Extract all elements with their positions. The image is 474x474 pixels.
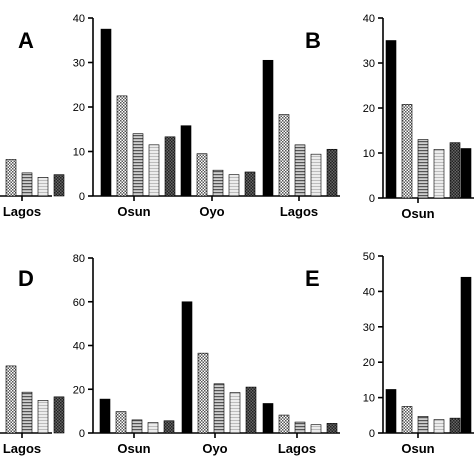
y-tick-label: 30 [73, 58, 85, 70]
panel-b: 0 10 20 30 40 Osun Oyo Lagos [73, 13, 340, 219]
bar-lagos-2 [21, 391, 33, 434]
bar-lagos-3 [294, 144, 306, 197]
bar-oyo-3 [213, 383, 225, 434]
bar-osun-3 [132, 133, 144, 197]
bar-lagos-3 [37, 400, 49, 434]
category-label-lagos: Lagos [3, 441, 41, 456]
panel-a: Lagos [0, 159, 65, 219]
panel-label-b: B [305, 28, 321, 53]
bar-lagos-4 [53, 396, 65, 434]
bar-oyo-1 [460, 276, 472, 434]
bar-oyo-1 [460, 148, 472, 199]
category-label-lagos: Lagos [3, 204, 41, 219]
bar-lagos-5 [326, 148, 338, 197]
category-label-lagos: Lagos [280, 204, 318, 219]
bar-oyo-2 [196, 153, 208, 197]
bar-osun-4 [433, 419, 445, 434]
bar-osun-5 [163, 420, 175, 434]
y-tick-label: 60 [73, 297, 85, 309]
y-tick-label: 30 [363, 322, 375, 334]
bar-osun-5 [164, 136, 176, 197]
y-tick-label: 40 [73, 13, 85, 25]
bar-lagos-3 [37, 177, 49, 197]
y-tick-label: 40 [73, 341, 85, 353]
category-label-oyo: Oyo [199, 204, 224, 219]
category-label-osun: Osun [401, 206, 434, 221]
bar-osun-4 [148, 144, 160, 197]
y-tick-label: 10 [363, 393, 375, 405]
bar-osun-1 [385, 40, 397, 199]
category-label-osun: Osun [117, 204, 150, 219]
category-label-lagos: Lagos [278, 441, 316, 456]
y-tick-label: 10 [73, 147, 85, 159]
panel-label-a: A [18, 28, 34, 53]
bar-osun-3 [131, 419, 143, 434]
bar-osun-1 [385, 389, 397, 434]
panel-c: 0 10 20 30 40 Osun [363, 13, 474, 221]
panel-label-e: E [305, 266, 320, 291]
y-tick-label: 10 [363, 148, 375, 160]
y-tick-label: 50 [363, 251, 375, 263]
bar-lagos-2 [21, 172, 33, 197]
bar-osun-3 [417, 139, 429, 199]
y-tick-label: 0 [79, 191, 85, 203]
y-tick-label: 0 [369, 428, 375, 440]
y-tick-label: 30 [363, 58, 375, 70]
y-tick-label: 0 [79, 428, 85, 440]
bar-lagos-4 [310, 424, 322, 434]
bar-lagos-1 [5, 365, 17, 434]
bar-oyo-3 [212, 169, 224, 197]
bar-osun-2 [115, 411, 127, 434]
y-tick-label: 40 [363, 13, 375, 25]
bar-osun-1 [100, 28, 112, 197]
bar-osun-2 [401, 104, 413, 199]
bar-lagos-2 [278, 414, 290, 434]
bar-lagos-1 [262, 59, 274, 197]
y-tick-label: 40 [363, 286, 375, 298]
bar-lagos-1 [262, 403, 274, 434]
bar-lagos-3 [294, 421, 306, 434]
bar-lagos-1 [5, 159, 17, 197]
bar-osun-1 [99, 398, 111, 434]
panel-label-d: D [18, 266, 34, 291]
bar-oyo-5 [244, 171, 256, 197]
bar-lagos-4 [310, 153, 322, 197]
bar-osun-5 [449, 417, 461, 434]
y-tick-label: 80 [73, 253, 85, 265]
category-label-osun: Osun [401, 441, 434, 456]
bar-lagos-2 [278, 114, 290, 197]
bar-oyo-2 [197, 352, 209, 434]
bar-lagos-5 [326, 423, 338, 434]
bar-osun-5 [449, 142, 461, 199]
category-label-oyo: Oyo [202, 441, 227, 456]
bar-oyo-1 [181, 301, 193, 434]
y-tick-label: 20 [363, 357, 375, 369]
bar-osun-4 [147, 422, 159, 434]
bar-osun-2 [116, 95, 128, 197]
panel-e: 0 20 40 60 80 Osun Oyo Lagos [73, 253, 340, 456]
y-tick-label: 20 [73, 102, 85, 114]
y-tick-label: 20 [73, 384, 85, 396]
bar-oyo-4 [229, 392, 241, 434]
bar-osun-4 [433, 149, 445, 199]
bar-lagos-4 [53, 174, 65, 197]
bar-osun-3 [417, 416, 429, 434]
panel-d: Lagos [0, 365, 65, 456]
bar-osun-2 [401, 406, 413, 434]
category-label-osun: Osun [117, 441, 150, 456]
bar-oyo-1 [180, 125, 192, 197]
panel-f: 0 10 20 30 40 50 Osun [363, 251, 474, 456]
bar-oyo-5 [245, 386, 257, 434]
y-tick-label: 0 [369, 193, 375, 205]
bar-oyo-4 [228, 174, 240, 197]
y-tick-label: 20 [363, 103, 375, 115]
